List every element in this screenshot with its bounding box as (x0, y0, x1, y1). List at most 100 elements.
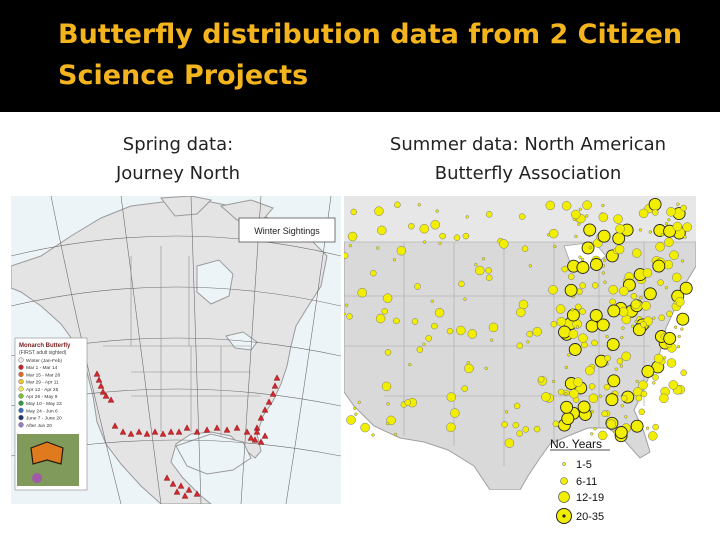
site-marker (556, 316, 567, 327)
site-marker (569, 388, 579, 399)
spring-map-svg: Winter Sightings Monarch Butterfly (FIRS… (11, 196, 341, 504)
site-marker (639, 296, 643, 300)
sighting-marker (261, 406, 269, 413)
site-marker (546, 233, 551, 237)
site-marker (504, 438, 515, 448)
site-marker (371, 433, 375, 437)
sighting-marker (151, 428, 159, 435)
site-marker (588, 383, 596, 390)
site-marker (597, 229, 611, 243)
site-marker (615, 224, 625, 234)
site-marker (393, 432, 398, 437)
sighting-marker (265, 398, 273, 405)
monarch-butterfly-icon (30, 441, 64, 465)
site-marker (532, 326, 542, 337)
site-marker (564, 283, 578, 297)
site-marker (541, 392, 551, 402)
site-marker (557, 388, 565, 396)
site-marker (385, 421, 390, 426)
site-marker (653, 353, 664, 364)
site-marker (583, 223, 597, 237)
site-marker (431, 322, 438, 330)
sighting-marker (183, 424, 191, 431)
spring-legend-swatch (18, 407, 24, 414)
site-marker (499, 239, 509, 249)
site-marker (575, 303, 582, 311)
site-marker (560, 400, 574, 414)
site-marker (663, 331, 677, 345)
site-marker (581, 241, 595, 255)
site-marker (518, 299, 529, 310)
site-marker (575, 325, 580, 329)
sighting-marker (127, 430, 135, 437)
site-marker (588, 393, 599, 404)
site-marker (591, 282, 599, 289)
spring-legend-label: Mar 29 - Apr 11 (26, 380, 59, 386)
site-marker (548, 285, 558, 295)
site-marker (576, 261, 590, 274)
site-marker (578, 255, 582, 259)
site-marker (570, 308, 575, 312)
site-marker (475, 265, 485, 276)
site-marker (450, 408, 460, 418)
site-marker (393, 317, 400, 325)
site-marker (614, 244, 625, 255)
sighting-marker (247, 434, 255, 441)
site-marker (577, 400, 591, 414)
site-marker (612, 231, 626, 245)
site-marker (641, 364, 655, 378)
site-marker (631, 299, 641, 310)
winter-sightings-label: Winter Sightings (254, 226, 320, 236)
site-marker (512, 421, 520, 429)
site-marker (555, 304, 566, 314)
site-marker (404, 399, 411, 406)
site-marker (652, 316, 656, 320)
site-marker (571, 209, 581, 220)
site-marker (386, 402, 390, 406)
site-marker (620, 335, 624, 340)
site-marker (501, 421, 508, 428)
site-marker (680, 369, 687, 376)
hudson-bay (196, 259, 234, 305)
site-marker (537, 376, 545, 383)
site-marker (435, 209, 439, 213)
site-marker (425, 335, 432, 342)
sighting-marker (111, 422, 119, 429)
site-marker (638, 380, 648, 390)
spring-legend-swatch (18, 379, 24, 385)
sighting-marker (203, 426, 211, 433)
site-marker (416, 346, 424, 353)
winter-sightings-callout (238, 217, 336, 243)
site-marker (680, 204, 687, 212)
site-marker (422, 240, 427, 244)
site-marker (561, 201, 572, 211)
spring-legend-swatch (18, 357, 24, 363)
site-marker (422, 342, 426, 346)
site-marker (673, 325, 678, 329)
site-marker (672, 221, 683, 232)
site-marker (659, 393, 669, 404)
subtitle-summer-data: Summer data: North American Butterfly As… (389, 134, 667, 184)
site-marker (430, 219, 440, 230)
site-marker (350, 208, 357, 216)
site-marker (384, 349, 392, 356)
sighting-marker (99, 388, 107, 395)
site-marker (640, 390, 648, 398)
site-marker (634, 319, 638, 324)
site-marker (645, 426, 650, 430)
site-marker (446, 392, 457, 402)
legend-marker-20-35-center (562, 514, 566, 518)
sighting-marker (107, 396, 115, 403)
site-marker (419, 223, 430, 234)
site-marker (462, 232, 470, 240)
site-marker (638, 208, 649, 219)
sighting-marker (93, 370, 101, 377)
site-marker (357, 400, 361, 404)
sighting-marker (167, 428, 175, 435)
site-marker (655, 242, 665, 252)
sighting-marker (223, 426, 231, 433)
site-marker (344, 252, 349, 259)
site-marker (553, 244, 557, 249)
legend-marker-6-11 (560, 477, 568, 485)
site-marker (453, 234, 461, 241)
